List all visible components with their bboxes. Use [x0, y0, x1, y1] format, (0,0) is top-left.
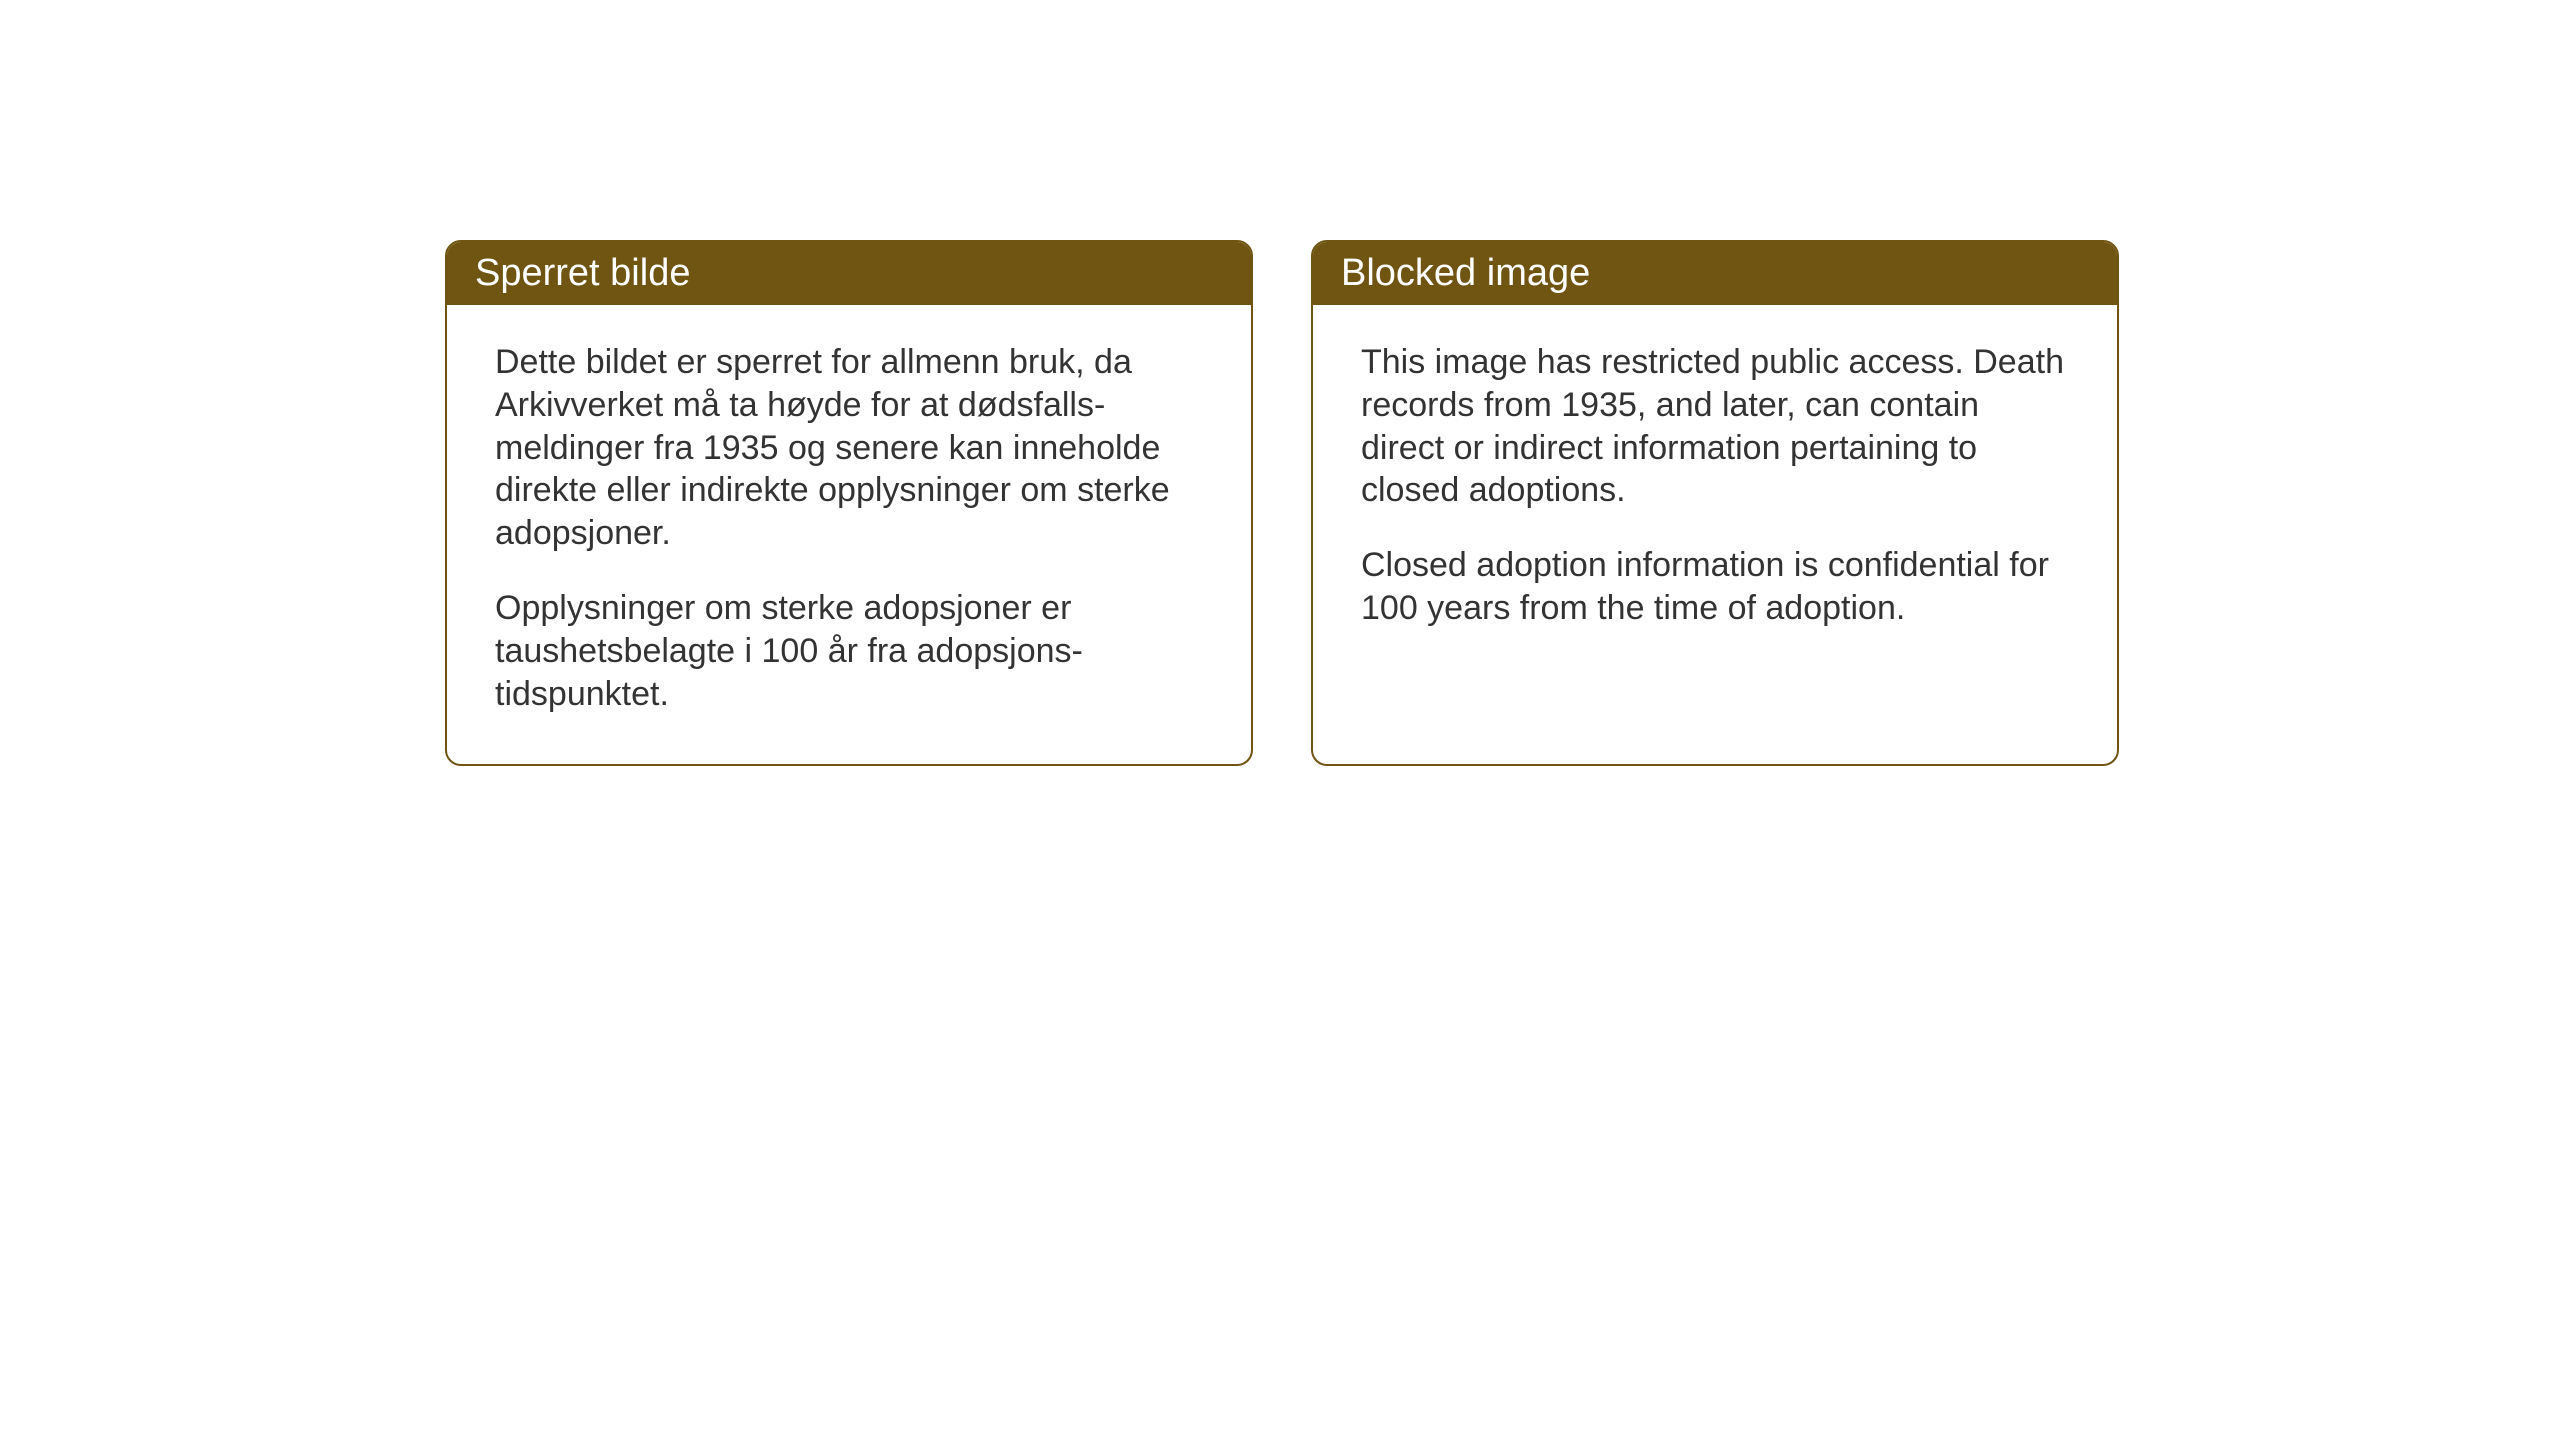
- card-title-norwegian: Sperret bilde: [475, 252, 690, 294]
- card-header-english: Blocked image: [1313, 242, 2117, 305]
- notice-card-norwegian: Sperret bilde Dette bildet er sperret fo…: [445, 240, 1253, 766]
- card-body-english: This image has restricted public access.…: [1313, 305, 2117, 678]
- card-body-norwegian: Dette bildet er sperret for allmenn bruk…: [447, 305, 1251, 764]
- card-paragraph-2-english: Closed adoption information is confident…: [1361, 544, 2069, 630]
- notice-container: Sperret bilde Dette bildet er sperret fo…: [445, 240, 2119, 766]
- notice-card-english: Blocked image This image has restricted …: [1311, 240, 2119, 766]
- card-paragraph-1-english: This image has restricted public access.…: [1361, 341, 2069, 512]
- card-paragraph-2-norwegian: Opplysninger om sterke adopsjoner er tau…: [495, 587, 1203, 715]
- card-title-english: Blocked image: [1341, 252, 1590, 294]
- card-paragraph-1-norwegian: Dette bildet er sperret for allmenn bruk…: [495, 341, 1203, 555]
- card-header-norwegian: Sperret bilde: [447, 242, 1251, 305]
